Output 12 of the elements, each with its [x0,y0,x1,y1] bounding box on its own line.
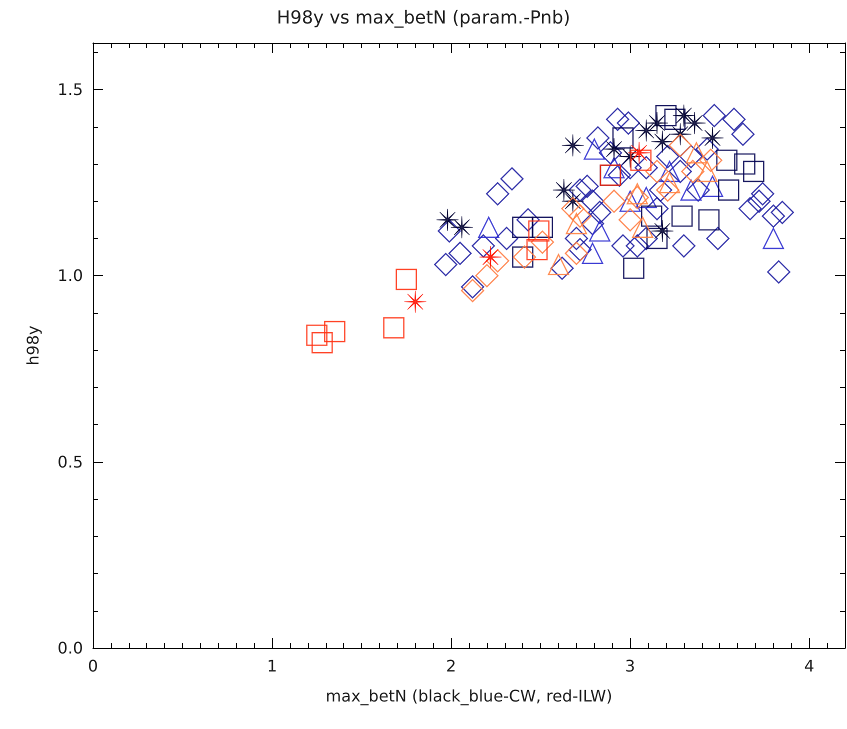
x-tick-label: 1 [266,656,278,676]
x-tick-label: 3 [625,656,636,676]
x-tick-label: 0 [88,656,98,676]
y-axis-title: h98y [24,326,42,366]
x-tick-label: 2 [446,656,456,676]
y-tick-label: 0.0 [58,638,83,658]
chart-title: H98y vs max_betN (param.-Pnb) [276,8,570,28]
y-tick-label: 1.5 [58,80,83,100]
y-tick-label: 1.0 [58,266,83,286]
x-axis-title: max_betN (black_blue-CW, red-ILW) [326,686,612,706]
y-tick-label: 0.5 [58,452,83,472]
x-tick-label: 4 [804,656,814,676]
